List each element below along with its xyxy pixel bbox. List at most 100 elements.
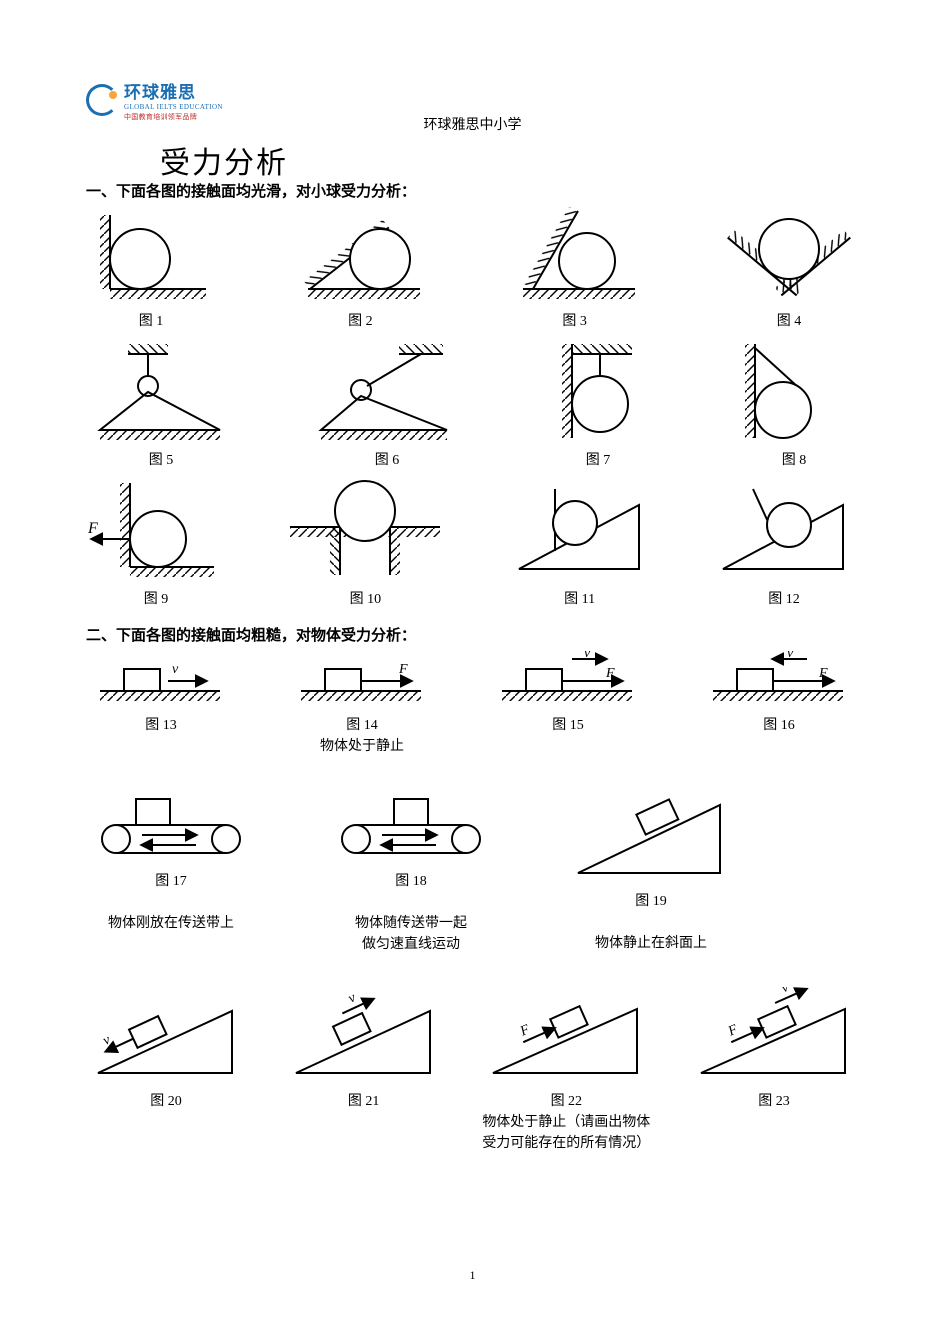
figure-6-label: 图 6 bbox=[375, 450, 400, 471]
figure-1: 图 1 bbox=[86, 207, 216, 332]
figure-5-label: 图 5 bbox=[149, 450, 174, 471]
force-label-F: F bbox=[87, 520, 98, 537]
figure-11-svg bbox=[505, 475, 655, 585]
figure-17-svg bbox=[86, 787, 256, 867]
figure-2: 图 2 bbox=[290, 207, 430, 332]
figure-8-svg bbox=[729, 336, 859, 446]
figure-23: F v 图 23 bbox=[689, 987, 859, 1112]
figure-4-label: 图 4 bbox=[777, 311, 802, 332]
figure-7-svg bbox=[538, 336, 658, 446]
velocity-label: v bbox=[779, 987, 791, 996]
figure-8-label: 图 8 bbox=[782, 450, 807, 471]
velocity-label: v bbox=[787, 651, 794, 661]
force-label: F bbox=[605, 666, 615, 681]
figure-15-label: 图 15 bbox=[552, 715, 584, 736]
figure-11-label: 图 11 bbox=[564, 589, 595, 610]
figure-19-label: 图 19 物体静止在斜面上 bbox=[595, 891, 707, 954]
figure-22: F 图 22 物体处于静止（请画出物体 受力可能存在的所有情况） bbox=[481, 987, 651, 1154]
figure-1-svg bbox=[86, 207, 216, 307]
figure-20-svg: v bbox=[86, 987, 246, 1087]
figure-13-svg: v bbox=[86, 651, 236, 711]
figure-3-svg bbox=[505, 207, 645, 307]
figure-10-svg bbox=[280, 475, 450, 585]
figure-18: 图 18 物体随传送带一起 做匀速直线运动 bbox=[326, 787, 496, 955]
figure-18-svg bbox=[326, 787, 496, 867]
page-number: 1 bbox=[0, 1268, 945, 1283]
force-label: F bbox=[725, 1022, 740, 1040]
figure-20: v 图 20 bbox=[86, 987, 246, 1112]
figure-10: 图 10 bbox=[280, 475, 450, 610]
section-1-heading: 一、下面各图的接触面均光滑，对小球受力分析： bbox=[86, 180, 859, 201]
figure-22-num: 图 22 bbox=[551, 1094, 583, 1109]
figure-15: F v 图 15 bbox=[488, 651, 648, 736]
figure-12-svg bbox=[709, 475, 859, 585]
figure-11: 图 11 bbox=[505, 475, 655, 610]
figure-row-2: 图 5 图 6 bbox=[86, 336, 859, 471]
logo-en: GLOBAL IELTS EDUCATION bbox=[124, 103, 223, 111]
figure-14-label: 图 14物体处于静止 bbox=[320, 715, 404, 757]
figure-21: v 图 21 bbox=[284, 987, 444, 1112]
figure-17-caption: 物体刚放在传送带上 bbox=[108, 916, 234, 931]
figure-21-label: 图 21 bbox=[348, 1091, 380, 1112]
figure-18-num: 图 18 bbox=[395, 874, 427, 889]
figure-4: 图 4 bbox=[719, 207, 859, 332]
figure-10-label: 图 10 bbox=[350, 589, 382, 610]
figure-22-svg: F bbox=[481, 987, 651, 1087]
velocity-label: v bbox=[172, 662, 179, 677]
force-label: F bbox=[518, 1022, 533, 1040]
figure-5-svg bbox=[86, 336, 236, 446]
velocity-label: v bbox=[346, 990, 359, 1007]
velocity-label: v bbox=[584, 651, 591, 661]
figure-19-svg bbox=[566, 787, 736, 887]
logo-mark-icon bbox=[86, 84, 118, 116]
figure-17-num: 图 17 bbox=[155, 874, 187, 889]
figure-21-svg: v bbox=[284, 987, 444, 1087]
figure-16-label: 图 16 bbox=[763, 715, 795, 736]
figure-12-label: 图 12 bbox=[768, 589, 800, 610]
figure-1-label: 图 1 bbox=[139, 311, 164, 332]
figure-row-4: v 图 13 F 图 14物体处于静止 bbox=[86, 651, 859, 757]
figure-22-caption: 物体处于静止（请画出物体 受力可能存在的所有情况） bbox=[482, 1115, 650, 1151]
figure-3: 图 3 bbox=[505, 207, 645, 332]
figure-2-label: 图 2 bbox=[348, 311, 373, 332]
figure-19: 图 19 物体静止在斜面上 bbox=[566, 787, 736, 954]
figure-14-svg: F bbox=[287, 651, 437, 711]
figure-19-caption: 物体静止在斜面上 bbox=[595, 936, 707, 951]
figure-row-1: 图 1 图 2 bbox=[86, 207, 859, 332]
figure-9-svg: F bbox=[86, 475, 226, 585]
figure-15-svg: F v bbox=[488, 651, 648, 711]
figure-14: F 图 14物体处于静止 bbox=[287, 651, 437, 757]
force-label: F bbox=[818, 666, 828, 681]
figure-9-label: 图 9 bbox=[144, 589, 169, 610]
figure-8: 图 8 bbox=[729, 336, 859, 471]
figure-7-label: 图 7 bbox=[586, 450, 611, 471]
figure-row-5: 图 17 物体刚放在传送带上 图 18 物体随传送带一起 做匀速直线运动 bbox=[86, 787, 859, 955]
figure-17: 图 17 物体刚放在传送带上 bbox=[86, 787, 256, 934]
figure-12: 图 12 bbox=[709, 475, 859, 610]
figure-row-6: v 图 20 v 图 21 bbox=[86, 987, 859, 1154]
section-2-heading: 二、下面各图的接触面均粗糙，对物体受力分析： bbox=[86, 624, 859, 645]
figure-6-svg bbox=[307, 336, 467, 446]
figure-2-svg bbox=[290, 207, 430, 307]
force-label: F bbox=[398, 662, 408, 677]
figure-19-num: 图 19 bbox=[635, 894, 667, 909]
figure-16-svg: F v bbox=[699, 651, 859, 711]
figure-4-svg bbox=[719, 207, 859, 307]
figure-13-label: 图 13 bbox=[145, 715, 177, 736]
velocity-label: v bbox=[101, 1032, 114, 1049]
figure-5: 图 5 bbox=[86, 336, 236, 471]
page-title: 受力分析 bbox=[160, 138, 288, 182]
page: 环球雅思 GLOBAL IELTS EDUCATION 中国教育培训领军品牌 环… bbox=[0, 0, 945, 1337]
figure-23-label: 图 23 bbox=[758, 1091, 790, 1112]
figure-20-label: 图 20 bbox=[150, 1091, 182, 1112]
figure-3-label: 图 3 bbox=[562, 311, 587, 332]
figure-18-label: 图 18 物体随传送带一起 做匀速直线运动 bbox=[355, 871, 467, 955]
figure-16: F v 图 16 bbox=[699, 651, 859, 736]
content: 一、下面各图的接触面均光滑，对小球受力分析： bbox=[86, 180, 859, 1158]
figure-18-caption: 物体随传送带一起 做匀速直线运动 bbox=[355, 916, 467, 952]
figure-13: v 图 13 bbox=[86, 651, 236, 736]
figure-17-label: 图 17 物体刚放在传送带上 bbox=[108, 871, 234, 934]
figure-9: F 图 9 bbox=[86, 475, 226, 610]
figure-row-3: F 图 9 图 10 bbox=[86, 475, 859, 610]
figure-6: 图 6 bbox=[307, 336, 467, 471]
